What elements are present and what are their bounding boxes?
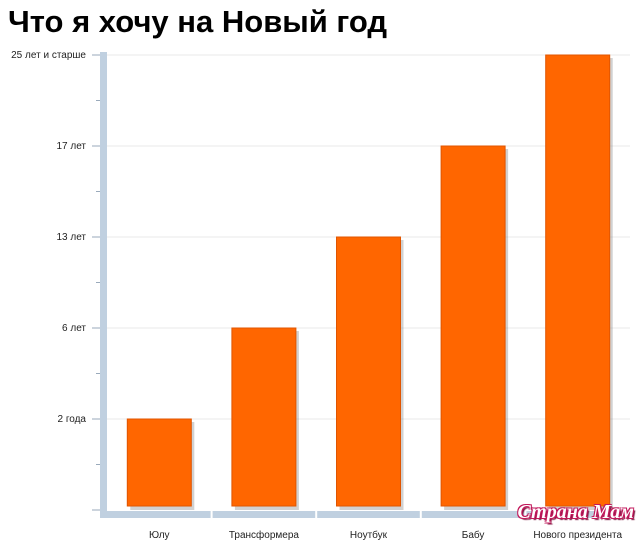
x-tick-label: Юлу [149, 530, 170, 540]
y-tick-label: 2 года [57, 414, 86, 425]
y-tick-label: 25 лет и старше [11, 50, 86, 61]
bar [440, 145, 506, 507]
bar [126, 418, 192, 507]
x-axis [100, 511, 630, 518]
y-tick-label: 13 лет [56, 232, 86, 243]
x-tick-label: Трансформера [229, 529, 300, 540]
x-tick-label: Нового президента [533, 530, 622, 540]
chart-title: Что я хочу на Новый год [8, 4, 388, 39]
x-tick-label: Бабу [462, 529, 485, 540]
y-tick-label: 17 лет [56, 141, 86, 152]
bar [231, 327, 297, 507]
bar [545, 54, 611, 507]
y-tick-label: 6 лет [62, 323, 86, 334]
y-tick-labels: 2 года 6 лет 13 лет 17 лет 25 лет и старше [11, 50, 86, 425]
axes [92, 52, 630, 518]
x-tick-label: Ноутбук [350, 529, 388, 540]
bar [336, 236, 401, 507]
watermark-logo: Страна Мам [517, 501, 634, 523]
bars [126, 54, 613, 510]
x-tick-labels: Юлу Трансформера Ноутбук Бабу Нового президе… [149, 529, 622, 540]
y-axis [100, 52, 107, 515]
